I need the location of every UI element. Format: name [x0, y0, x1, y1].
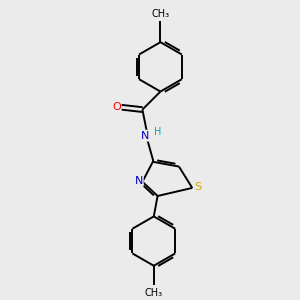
Text: O: O	[112, 102, 121, 112]
Text: H: H	[154, 128, 161, 137]
Text: N: N	[134, 176, 143, 186]
Text: N: N	[141, 131, 149, 141]
Text: CH₃: CH₃	[152, 9, 169, 19]
Text: CH₃: CH₃	[145, 288, 163, 298]
Text: S: S	[194, 182, 202, 192]
